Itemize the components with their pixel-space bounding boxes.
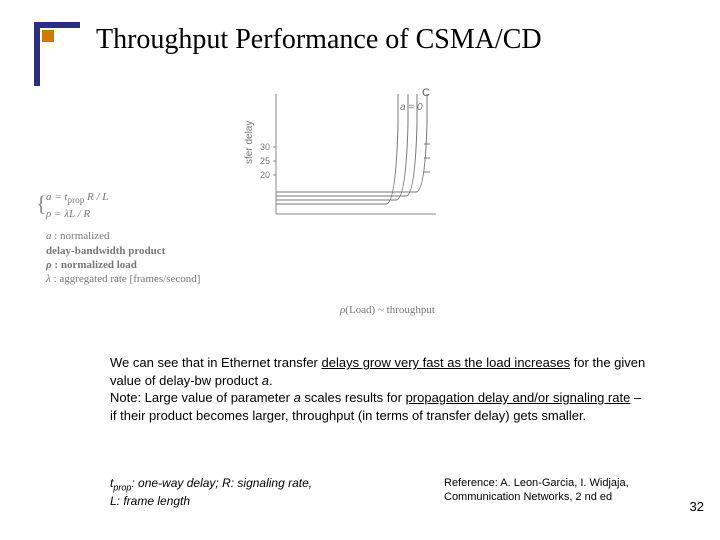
svg-text:25: 25: [260, 156, 270, 166]
footer-reference: Reference: A. Leon-Garcia, I. Widjaja, C…: [444, 476, 629, 505]
footer-definitions: tprop: one-way delay; R: signaling rate,…: [110, 476, 312, 510]
formula-line-5: ρ : normalized load: [46, 258, 200, 272]
svg-text:C: C: [422, 87, 430, 99]
page-number: 32: [690, 499, 704, 514]
decorator-square: [42, 30, 54, 42]
page-title: Throughput Performance of CSMA/CD: [96, 24, 542, 56]
formula-line-2: ρ = λL / R: [46, 207, 200, 221]
body-text: We can see that in Ethernet transfer del…: [110, 354, 650, 424]
decorator-side-bar: [34, 22, 40, 86]
formula-line-6: λ : aggregated rate [frames/second]: [46, 272, 200, 286]
brace-icon: {: [36, 190, 47, 219]
formula-line-1: a = tprop R / L: [46, 190, 200, 207]
svg-text:20: 20: [260, 170, 270, 180]
svg-text:30: 30: [260, 142, 270, 152]
formula-block: { a = tprop R / L ρ = λL / R a : normali…: [46, 190, 200, 287]
throughput-chart: sfer delay 30 25 20 C a = 0: [240, 84, 440, 224]
formula-line-3: a : normalized: [46, 229, 200, 243]
decorator-top-bar: [34, 22, 80, 28]
slide-decorator: [34, 22, 56, 66]
svg-text:a = 0: a = 0: [400, 102, 423, 113]
chart-caption: ρ(Load) ~ throughput: [340, 304, 435, 316]
formula-line-4: delay-bandwidth product: [46, 244, 200, 258]
chart-y-label: sfer delay: [244, 121, 255, 164]
